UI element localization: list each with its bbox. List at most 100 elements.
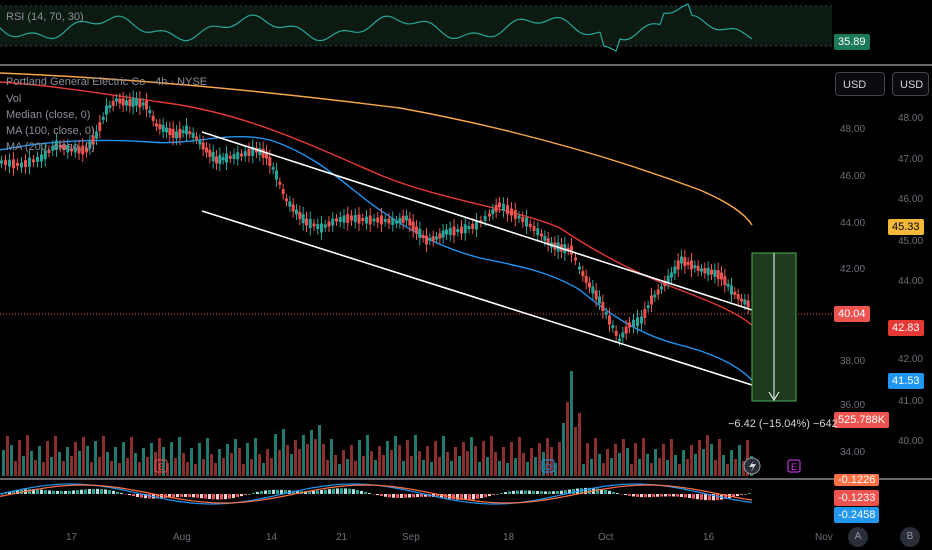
time-tick: Aug — [173, 532, 191, 543]
symbol-legend[interactable]: Portland General Electric Co · 4h · NYSE — [6, 76, 208, 88]
volume-bar — [326, 460, 329, 476]
candle-body — [680, 256, 683, 264]
volume-bar — [602, 463, 605, 476]
candle-body — [528, 223, 532, 227]
candle-body — [247, 149, 251, 156]
volume-bar — [138, 462, 141, 476]
candle-body — [77, 146, 81, 154]
candle-body — [540, 233, 543, 237]
volume-bar — [310, 430, 313, 476]
candle-body — [740, 298, 743, 302]
candle-body — [710, 269, 713, 275]
macd-bar — [104, 489, 107, 494]
candle-body — [125, 100, 128, 106]
candle-body — [278, 181, 282, 185]
ma100-legend[interactable]: MA (100, close, 0) — [6, 125, 95, 137]
candle-body — [696, 265, 700, 271]
macd-bar — [680, 494, 683, 498]
candle-body — [591, 286, 595, 294]
volume-bar — [366, 435, 369, 476]
candle-body — [706, 267, 710, 275]
ma200-legend[interactable]: MA (200, close, 0) — [6, 141, 95, 153]
median-line — [0, 135, 753, 381]
channel-upper-line — [201, 131, 753, 311]
candle-body — [441, 230, 445, 238]
volume-bar — [362, 456, 365, 476]
volume-bar — [306, 444, 309, 476]
candle-body — [456, 229, 460, 232]
macd-bar — [544, 491, 547, 494]
candle-body — [221, 157, 225, 161]
measure-label: −6.42 (−15.04%) −642 — [728, 418, 838, 430]
macd-bar — [232, 494, 235, 499]
macd-bar — [4, 492, 7, 494]
time-tick: Sep — [402, 532, 420, 543]
candle-body — [521, 217, 525, 222]
candle-body — [643, 308, 647, 318]
macd-bar — [132, 494, 135, 497]
macd-bar — [500, 492, 503, 494]
candle-body — [40, 154, 43, 162]
macd-bar — [460, 494, 463, 500]
volume-bar — [410, 456, 413, 476]
candle-body — [368, 215, 372, 225]
macd-bar — [80, 489, 83, 494]
volume-bar — [510, 442, 513, 476]
volume-bar — [430, 462, 433, 476]
vol-legend[interactable]: Vol — [6, 93, 22, 105]
ma100-value-badge: 42.83 — [888, 320, 924, 336]
candle-body — [24, 160, 27, 168]
volume-bar — [710, 444, 713, 476]
candle-body — [55, 140, 58, 150]
macd-bar — [64, 490, 67, 494]
volume-bar — [646, 454, 649, 476]
macd-bar — [352, 489, 355, 494]
candle-body — [716, 270, 720, 280]
macd-bar — [416, 494, 419, 498]
volume-bar — [578, 413, 581, 476]
volume-bar — [342, 450, 345, 476]
macd-bar — [204, 494, 207, 499]
macd-bar — [344, 488, 347, 494]
macd-bar — [532, 490, 535, 494]
currency-button[interactable]: USD — [835, 72, 885, 96]
median-legend[interactable]: Median (close, 0) — [6, 109, 91, 121]
macd-bar — [248, 493, 251, 495]
volume-bar — [58, 452, 61, 476]
candle-body — [327, 221, 331, 227]
macd-bar — [228, 494, 231, 499]
volume-bar — [682, 450, 685, 476]
volume-bar — [338, 464, 341, 476]
volume-value-badge: 525.788K — [834, 412, 890, 428]
macd-bar — [368, 492, 371, 494]
macd-bar — [236, 494, 239, 498]
candle-body — [700, 268, 703, 272]
candle-body — [418, 228, 422, 238]
volume-bar — [374, 460, 377, 476]
macd-bar — [536, 491, 539, 494]
macd-bar — [692, 494, 695, 499]
volume-bar — [590, 459, 593, 476]
volume-bar — [718, 439, 721, 476]
candle-body — [43, 150, 47, 160]
macd-bar — [456, 494, 459, 500]
volume-bar — [302, 435, 305, 476]
candle-body — [320, 223, 323, 233]
macd-value-badge-1: -0.1226 — [834, 474, 880, 486]
candle-body — [20, 162, 23, 168]
macd-bar — [716, 494, 719, 501]
macd-bar — [496, 493, 499, 495]
auto-scale-button[interactable]: A — [848, 527, 868, 547]
macd-value-badge-3: -0.2458 — [834, 507, 880, 523]
macd-bar — [140, 494, 143, 498]
volume-bar — [566, 402, 569, 476]
macd-bar — [308, 491, 311, 494]
currency-button-secondary[interactable]: USD — [892, 72, 929, 96]
volume-bar — [526, 462, 529, 476]
macd-bar — [376, 494, 379, 496]
volume-bar — [434, 441, 437, 476]
b-button[interactable]: B — [900, 527, 920, 547]
volume-bar — [218, 449, 221, 476]
candle-body — [614, 330, 618, 336]
